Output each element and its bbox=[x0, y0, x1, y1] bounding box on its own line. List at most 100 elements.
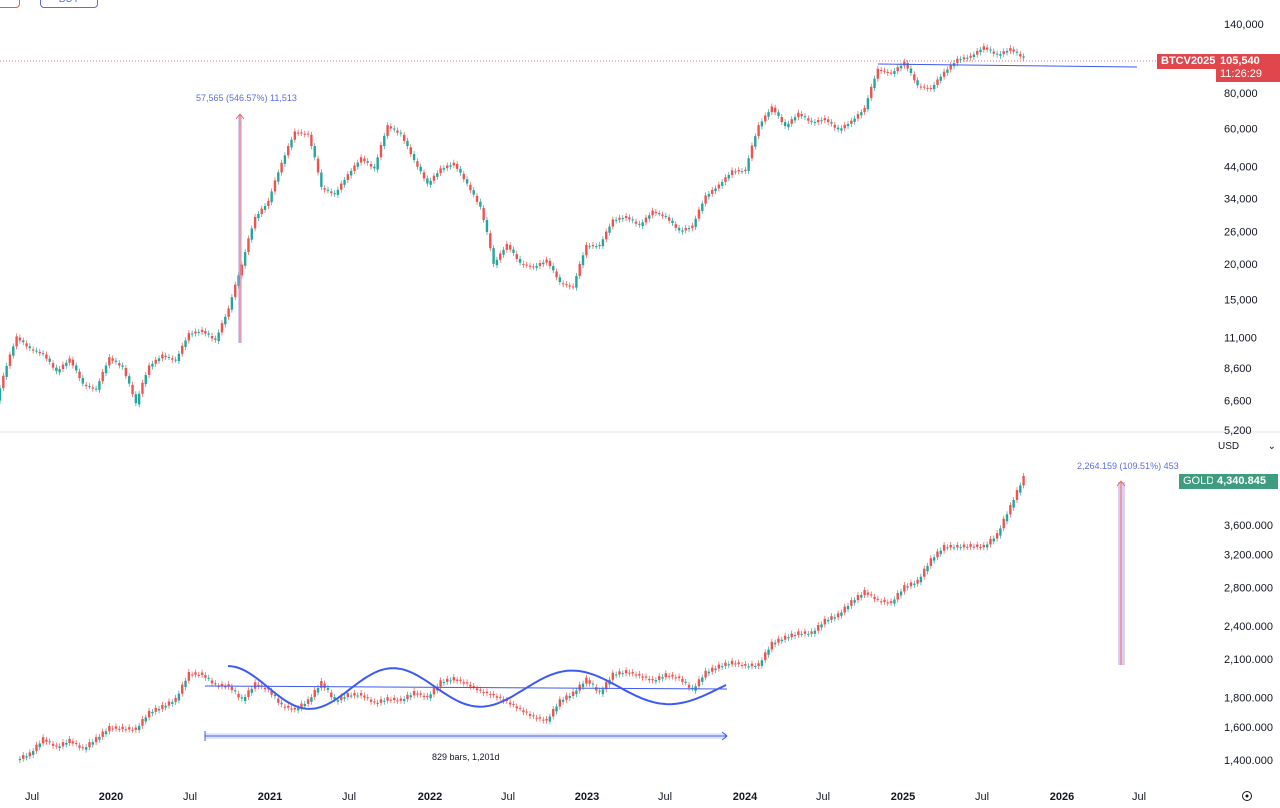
btc-countdown: 11:26:29 bbox=[1220, 68, 1263, 80]
candle bbox=[873, 78, 876, 89]
btc-measure-tool[interactable] bbox=[235, 113, 245, 343]
candle bbox=[704, 195, 707, 204]
candle bbox=[356, 162, 359, 167]
gold-sine-wave[interactable] bbox=[227, 665, 727, 710]
candle bbox=[747, 158, 750, 171]
candle bbox=[591, 244, 595, 247]
candle bbox=[316, 158, 320, 173]
candle bbox=[224, 686, 227, 688]
candle bbox=[48, 741, 51, 743]
candle bbox=[61, 364, 65, 370]
sell-button[interactable] bbox=[0, 0, 20, 8]
candle bbox=[118, 728, 121, 730]
candle bbox=[720, 182, 724, 186]
candle bbox=[843, 124, 846, 129]
gold-measure-tool[interactable] bbox=[1116, 480, 1126, 665]
candle bbox=[989, 538, 992, 545]
buy-button[interactable]: BUY bbox=[40, 0, 98, 8]
gold-date-range-tool[interactable] bbox=[204, 731, 728, 741]
price-tick-label: 60,000 bbox=[1224, 123, 1258, 135]
candle bbox=[194, 331, 197, 334]
candle bbox=[764, 652, 767, 661]
settings-icon[interactable] bbox=[1242, 791, 1252, 801]
time-tick-label: Jul bbox=[975, 791, 989, 803]
candle bbox=[982, 544, 986, 548]
candle bbox=[84, 384, 88, 387]
candle bbox=[538, 717, 542, 719]
candle bbox=[528, 265, 532, 267]
candle bbox=[929, 87, 933, 89]
candle bbox=[843, 606, 846, 613]
candle bbox=[966, 57, 969, 59]
time-axis[interactable]: Jul 2020 Jul 2021 Jul 2022 Jul 2023 Jul 2024 Jul 20… bbox=[25, 791, 1146, 803]
candle bbox=[568, 285, 571, 287]
candle bbox=[836, 613, 840, 618]
candle bbox=[22, 340, 25, 343]
candle bbox=[346, 693, 350, 698]
candle bbox=[644, 217, 648, 223]
candle bbox=[475, 195, 479, 202]
candle bbox=[399, 698, 403, 701]
candle bbox=[648, 678, 651, 681]
candle bbox=[383, 700, 386, 702]
candle bbox=[505, 700, 509, 702]
candle bbox=[250, 688, 253, 693]
candle bbox=[605, 681, 608, 690]
candle bbox=[287, 706, 290, 708]
candle bbox=[61, 742, 65, 747]
candle bbox=[128, 376, 131, 384]
candle bbox=[356, 695, 359, 697]
candle bbox=[449, 680, 452, 682]
candle bbox=[681, 230, 684, 232]
candle bbox=[157, 708, 161, 711]
candle bbox=[346, 174, 350, 181]
candle bbox=[760, 660, 764, 666]
time-tick-label: Jul bbox=[342, 791, 356, 803]
price-tick-label: 80,000 bbox=[1224, 88, 1258, 100]
gold-horizontal-line[interactable] bbox=[204, 685, 728, 690]
candle bbox=[697, 209, 701, 219]
candle bbox=[446, 165, 449, 169]
currency-select[interactable]: USD ⌄ bbox=[1218, 437, 1276, 455]
candle bbox=[870, 594, 873, 596]
candle bbox=[512, 703, 515, 705]
candle bbox=[793, 117, 797, 121]
candle bbox=[164, 355, 167, 358]
candle bbox=[691, 687, 694, 689]
candle bbox=[25, 343, 28, 347]
candle bbox=[621, 218, 624, 220]
candle bbox=[976, 50, 979, 55]
candle bbox=[465, 682, 469, 684]
candle bbox=[820, 120, 823, 122]
candle bbox=[515, 254, 518, 259]
btc-measure-label: 57,565 (546.57%) 11,513 bbox=[196, 93, 297, 103]
candle bbox=[277, 172, 280, 182]
candle bbox=[383, 135, 386, 147]
candle bbox=[936, 79, 939, 85]
candle bbox=[111, 358, 114, 361]
candle bbox=[591, 683, 595, 685]
candle bbox=[161, 704, 164, 709]
candle bbox=[303, 703, 306, 707]
candle bbox=[658, 676, 661, 681]
btc-price-axis[interactable]: 140,000 80,000 60,000 44,000 34,000 26,000 20,… bbox=[1224, 19, 1264, 437]
candle bbox=[810, 120, 813, 122]
gold-price-axis[interactable]: 3,600.000 3,200.000 2,800.000 2,400.000 2,10… bbox=[1224, 520, 1273, 767]
candle bbox=[147, 365, 151, 375]
candle bbox=[575, 275, 578, 288]
candle bbox=[777, 112, 780, 116]
candle bbox=[217, 332, 220, 342]
candle bbox=[588, 680, 591, 684]
candle bbox=[333, 193, 336, 195]
candle bbox=[777, 638, 780, 643]
candle bbox=[118, 363, 121, 366]
candle bbox=[565, 695, 568, 700]
candle bbox=[131, 729, 134, 731]
candle bbox=[68, 738, 71, 743]
btc-trend-line[interactable] bbox=[877, 63, 1138, 68]
candle bbox=[674, 224, 677, 228]
candle bbox=[204, 331, 207, 334]
candle bbox=[71, 741, 75, 744]
time-tick-label: 2021 bbox=[258, 791, 282, 803]
